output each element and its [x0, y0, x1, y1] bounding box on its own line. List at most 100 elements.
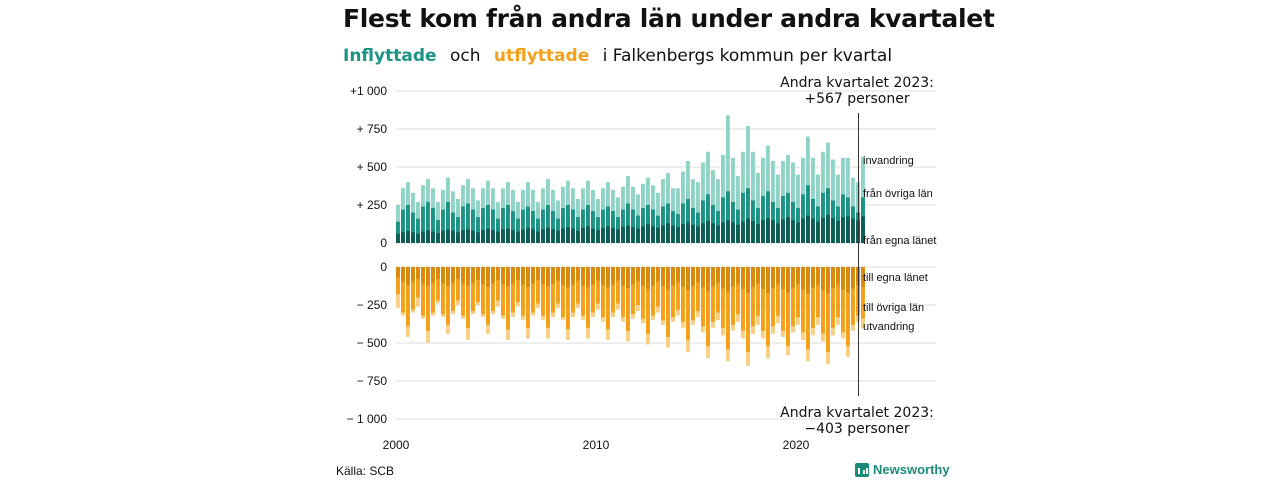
- inflow-other-bar: [626, 203, 630, 243]
- outflow-other-bar: [626, 267, 630, 331]
- inflow-other-bar: [601, 209, 605, 243]
- inflow-own-bar: [816, 221, 820, 243]
- inflow-own-bar: [856, 220, 860, 243]
- outflow-own-bar: [816, 267, 820, 285]
- inflow-own-bar: [766, 217, 770, 243]
- outflow-own-bar: [446, 267, 450, 286]
- outflow-own-bar: [681, 267, 685, 287]
- outflow-other-bar: [456, 267, 460, 301]
- outflow-other-bar: [666, 267, 670, 337]
- outflow-own-bar: [496, 267, 500, 280]
- outflow-other-bar: [471, 267, 475, 312]
- inflow-own-bar: [851, 218, 855, 243]
- inflow-own-bar: [671, 225, 675, 243]
- outflow-other-bar: [581, 267, 585, 316]
- outflow-own-bar: [841, 267, 845, 290]
- outflow-own-bar: [661, 267, 665, 286]
- inflow-other-bar: [401, 209, 405, 243]
- inflow-own-bar: [841, 217, 845, 243]
- outflow-own-bar: [771, 267, 775, 288]
- outflow-own-bar: [651, 267, 655, 286]
- outflow-other-bar: [431, 267, 435, 313]
- newsworthy-logo-icon: [855, 462, 869, 477]
- outflow-other-bar: [551, 267, 555, 313]
- inflow-own-bar: [516, 231, 520, 243]
- inflow-other-bar: [726, 191, 730, 243]
- inflow-other-bar: [451, 212, 455, 243]
- outflow-other-bar: [701, 267, 705, 327]
- inflow-own-bar: [721, 222, 725, 243]
- outflow-own-bar: [801, 267, 805, 290]
- inflow-other-bar: [621, 209, 625, 243]
- outflow-own-bar: [806, 267, 810, 294]
- inflow-own-bar: [626, 225, 630, 243]
- inflow-own-bar: [396, 233, 400, 243]
- inflow-own-bar: [556, 230, 560, 243]
- inflow-own-bar: [456, 232, 460, 243]
- outflow-own-bar: [721, 267, 725, 289]
- outflow-own-bar: [506, 267, 510, 287]
- inflow-own-bar: [481, 230, 485, 243]
- inflow-other-bar: [766, 191, 770, 243]
- inflow-own-bar: [846, 216, 850, 243]
- outflow-other-bar: [796, 267, 800, 318]
- outflow-own-bar: [461, 267, 465, 284]
- outflow-own-bar: [566, 267, 570, 288]
- inflow-own-bar: [536, 231, 540, 243]
- upper-series-label: från övriga län: [863, 188, 933, 200]
- outflow-own-bar: [491, 267, 495, 284]
- inflow-other-bar: [566, 205, 570, 243]
- outflow-own-bar: [761, 267, 765, 290]
- inflow-other-bar: [526, 206, 530, 243]
- inflow-other-bar: [496, 218, 500, 243]
- outflow-other-bar: [836, 267, 840, 318]
- inflow-own-bar: [476, 232, 480, 243]
- outflow-other-bar: [531, 267, 535, 313]
- outflow-own-bar: [631, 267, 635, 285]
- inflow-own-bar: [551, 229, 555, 243]
- inflow-other-bar: [631, 209, 635, 243]
- outflow-own-bar: [701, 267, 705, 288]
- outflow-other-bar: [851, 267, 855, 325]
- outflow-other-bar: [461, 267, 465, 316]
- outflow-own-bar: [581, 267, 585, 286]
- outflow-other-bar: [616, 267, 620, 304]
- inflow-own-bar: [746, 218, 750, 243]
- inflow-own-bar: [526, 227, 530, 243]
- outflow-own-bar: [441, 267, 445, 284]
- brand-name: Newsworthy: [873, 462, 950, 477]
- inflow-own-bar: [601, 227, 605, 243]
- inflow-other-bar: [581, 209, 585, 243]
- outflow-other-bar: [561, 267, 565, 318]
- outflow-own-bar: [786, 267, 790, 293]
- source-note: Källa: SCB: [336, 464, 395, 478]
- outflow-other-bar: [791, 267, 795, 327]
- outflow-other-bar: [606, 267, 610, 330]
- outflow-own-bar: [406, 267, 410, 286]
- inflow-own-bar: [521, 229, 525, 243]
- outflow-other-bar: [596, 267, 600, 304]
- outflow-other-bar: [716, 267, 720, 313]
- inflow-other-bar: [686, 198, 690, 243]
- outflow-other-bar: [676, 267, 680, 310]
- outflow-own-bar: [826, 267, 830, 294]
- outflow-own-bar: [736, 267, 740, 284]
- outflow-other-bar: [466, 267, 470, 328]
- outflow-own-bar: [471, 267, 475, 283]
- outflow-other-bar: [671, 267, 675, 318]
- outflow-other-bar: [401, 267, 405, 313]
- inflow-own-bar: [681, 224, 685, 243]
- inflow-own-bar: [806, 215, 810, 243]
- inflow-own-bar: [431, 231, 435, 243]
- inflow-other-bar: [806, 185, 810, 243]
- inflow-other-bar: [506, 205, 510, 243]
- outflow-own-bar: [556, 267, 560, 281]
- inflow-own-bar: [741, 221, 745, 243]
- subtitle-rest: i Falkenbergs kommun per kvartal: [602, 46, 893, 66]
- inflow-other-bar: [741, 192, 745, 243]
- outflow-own-bar: [666, 267, 670, 290]
- inflow-own-bar: [736, 224, 740, 243]
- inflow-own-bar: [616, 229, 620, 243]
- upper-series-label: från egna länet: [863, 235, 936, 247]
- inflow-own-bar: [751, 220, 755, 243]
